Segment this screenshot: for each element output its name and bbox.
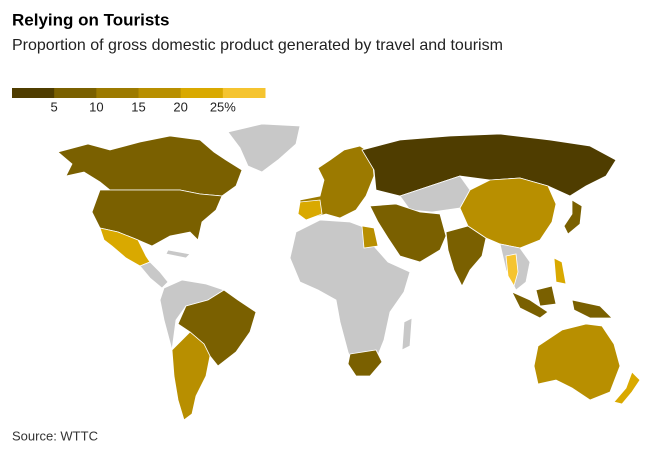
australia xyxy=(533,323,621,401)
legend-tick-label: 25% xyxy=(210,99,236,114)
legend-tick-label: 10 xyxy=(89,99,103,114)
legend-swatch xyxy=(222,88,266,98)
legend-swatch xyxy=(54,88,97,98)
legend-swatch xyxy=(96,88,139,98)
central-america xyxy=(139,261,169,289)
egypt xyxy=(361,225,379,249)
argentina xyxy=(171,331,211,421)
source: Source: WTTC xyxy=(12,428,98,443)
title: Relying on Tourists xyxy=(12,10,169,29)
legend-swatch xyxy=(138,88,182,98)
philippines xyxy=(553,257,567,285)
japan xyxy=(563,199,583,235)
south-africa xyxy=(347,349,383,377)
legend: 5 10 15 20 25% xyxy=(12,88,266,114)
india xyxy=(445,225,487,287)
legend-tick-label: 20 xyxy=(173,99,187,114)
greenland xyxy=(227,123,301,173)
new-zealand xyxy=(613,371,641,405)
legend-tick-label: 15 xyxy=(131,99,145,114)
spain xyxy=(297,199,323,221)
map xyxy=(57,123,641,421)
canada xyxy=(57,135,243,197)
legend-swatch xyxy=(180,88,224,98)
legend-tick-label: 5 xyxy=(51,99,58,114)
legend-swatch xyxy=(12,88,55,98)
madagascar xyxy=(401,317,413,351)
thailand xyxy=(505,253,519,287)
indonesia xyxy=(511,285,613,319)
middle-east xyxy=(369,203,447,263)
china xyxy=(459,177,557,249)
caribbean xyxy=(165,249,191,259)
subtitle: Proportion of gross domestic product gen… xyxy=(12,37,503,54)
